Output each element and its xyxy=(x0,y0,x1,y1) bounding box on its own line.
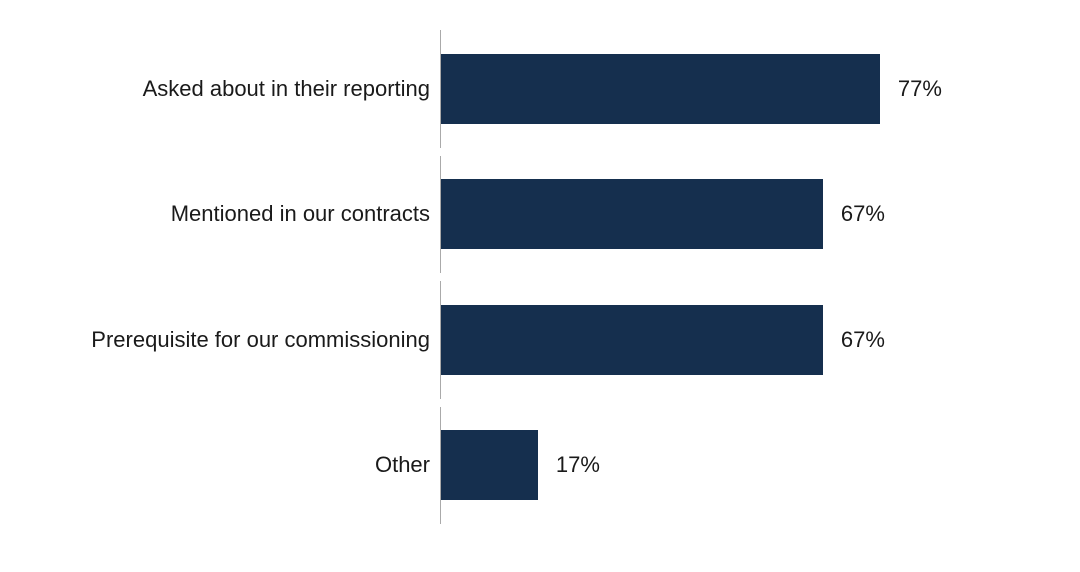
bar-area: 67% xyxy=(440,281,1025,399)
bar-row: Prerequisite for our commissioning 67% xyxy=(60,281,1025,399)
chart-area: Asked about in their reporting 77% Menti… xyxy=(60,30,1025,532)
bar xyxy=(441,430,538,500)
bar-area: 17% xyxy=(440,407,1025,525)
category-label: Other xyxy=(60,452,440,478)
bar-row: Mentioned in our contracts 67% xyxy=(60,156,1025,274)
value-label: 67% xyxy=(841,327,885,353)
bar-row: Other 17% xyxy=(60,407,1025,525)
category-label: Mentioned in our contracts xyxy=(60,201,440,227)
bar xyxy=(441,305,823,375)
category-label: Prerequisite for our commissioning xyxy=(60,327,440,353)
bar-area: 67% xyxy=(440,156,1025,274)
bar xyxy=(441,54,880,124)
category-label: Asked about in their reporting xyxy=(60,76,440,102)
value-label: 67% xyxy=(841,201,885,227)
value-label: 17% xyxy=(556,452,600,478)
bar xyxy=(441,179,823,249)
bar-area: 77% xyxy=(440,30,1025,148)
horizontal-bar-chart: Asked about in their reporting 77% Menti… xyxy=(0,0,1080,572)
value-label: 77% xyxy=(898,76,942,102)
bar-row: Asked about in their reporting 77% xyxy=(60,30,1025,148)
